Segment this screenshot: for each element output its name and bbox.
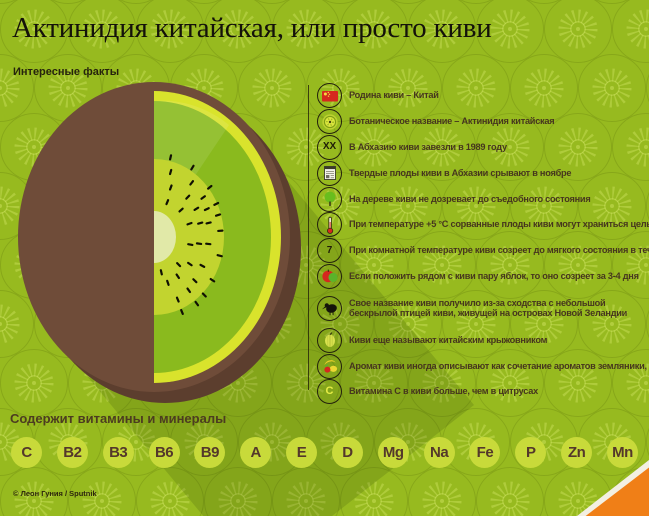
seven-days-icon: 7 — [317, 238, 342, 264]
fact-row: Свое название киви получило из-за сходст… — [317, 289, 649, 327]
vitamin-badge: Na — [423, 437, 455, 468]
kiwi-core — [154, 211, 176, 263]
kiwi-rim — [154, 91, 281, 383]
facts-section-label: Интересные факты — [13, 66, 120, 78]
kiwi-seeds — [159, 154, 224, 315]
xx-years-icon: XX — [317, 134, 342, 160]
vitamin-c-icon: C — [317, 379, 342, 405]
fact-row: Родина киви – Китай — [317, 83, 649, 109]
fact-text: Аромат киви иногда описывают как сочетан… — [349, 360, 649, 371]
fact-text: Ботаническое название – Актинидия китайс… — [349, 116, 555, 127]
credit-text: © Леон Гуния / Sputnik — [13, 489, 97, 498]
vitamin-badge: Zn — [561, 437, 593, 468]
page-title: Актинидия китайская, или просто киви — [12, 12, 492, 44]
fact-row: 7 При комнатной температуре киви созреет… — [317, 238, 649, 264]
fact-text: На дереве киви не дозревает до съедобног… — [349, 193, 591, 204]
fact-text: Если положить рядом с киви пару яблок, т… — [349, 271, 639, 282]
vitamin-badge: C — [11, 437, 42, 468]
vertical-divider — [308, 85, 309, 390]
vitamin-badge: B2 — [56, 437, 88, 468]
kiwi-slice-icon — [317, 109, 342, 135]
vitamin-badge: Fe — [469, 437, 501, 468]
apples-icon — [317, 263, 342, 289]
fact-text: Киви еще называют китайским крыжовником — [349, 334, 548, 345]
vitamins-list: C B2 B3 B6 B9 A E D Mg Na Fe P Zn Mn — [11, 437, 638, 468]
vitamin-badge: B9 — [194, 437, 226, 468]
fact-row: C Витамина С в киви больше, чем в цитрус… — [317, 379, 649, 405]
fact-row: Ботаническое название – Актинидия китайс… — [317, 109, 649, 135]
facts-list: Родина киви – Китай Ботаническое названи… — [317, 83, 649, 405]
kiwi-flesh — [154, 101, 271, 373]
fact-text: Родина киви – Китай — [349, 90, 439, 101]
vitamin-badge: Mn — [606, 437, 638, 468]
fact-row: XX В Абхазию киви завезли в 1989 году — [317, 134, 649, 161]
china-flag-icon — [317, 83, 342, 109]
thermometer-icon — [317, 212, 342, 238]
vitamin-badge: D — [331, 437, 363, 468]
fact-row: Твердые плоды киви в Абхазии срывают в н… — [317, 160, 649, 186]
fact-text: При комнатной температуре киви созреет д… — [349, 245, 649, 256]
kiwi-skin — [18, 82, 290, 392]
vitamins-section-label: Содержит витамины и минералы — [10, 411, 227, 426]
kiwi-seed-zone — [154, 159, 224, 315]
fact-row: Аромат киви иногда описывают как сочетан… — [317, 353, 649, 379]
gooseberry-icon — [317, 327, 342, 353]
fact-text: Свое название киви получило из-за сходст… — [349, 297, 628, 319]
fact-row: При температуре +5 °С сорванные плоды ки… — [317, 212, 649, 238]
vitamin-badge: P — [515, 437, 547, 468]
fact-text: При температуре +5 °С сорванные плоды ки… — [349, 219, 649, 230]
kiwi-drop-shadow — [29, 93, 301, 403]
fact-row: На дереве киви не дозревает до съедобног… — [317, 186, 649, 212]
fruit-mix-icon — [317, 353, 342, 379]
vitamin-badge: B3 — [102, 437, 134, 468]
fact-row: Если положить рядом с киви пару яблок, т… — [317, 263, 649, 290]
tree-icon — [317, 186, 342, 212]
calendar-icon — [317, 160, 342, 186]
fact-row: Киви еще называют китайским крыжовником — [317, 327, 649, 353]
kiwi-flesh-highlight — [154, 100, 229, 237]
fact-text: Твердые плоды киви в Абхазии срывают в н… — [349, 167, 572, 178]
vitamin-badge: Mg — [377, 437, 409, 468]
vitamin-badge: E — [286, 437, 318, 468]
fact-text: Витамина С в киви больше, чем в цитрусах — [349, 386, 538, 397]
fact-text: В Абхазию киви завезли в 1989 году — [349, 142, 507, 153]
kiwi-bird-icon — [317, 295, 342, 321]
vitamin-badge: B6 — [148, 437, 180, 468]
vitamin-badge: A — [240, 437, 272, 468]
